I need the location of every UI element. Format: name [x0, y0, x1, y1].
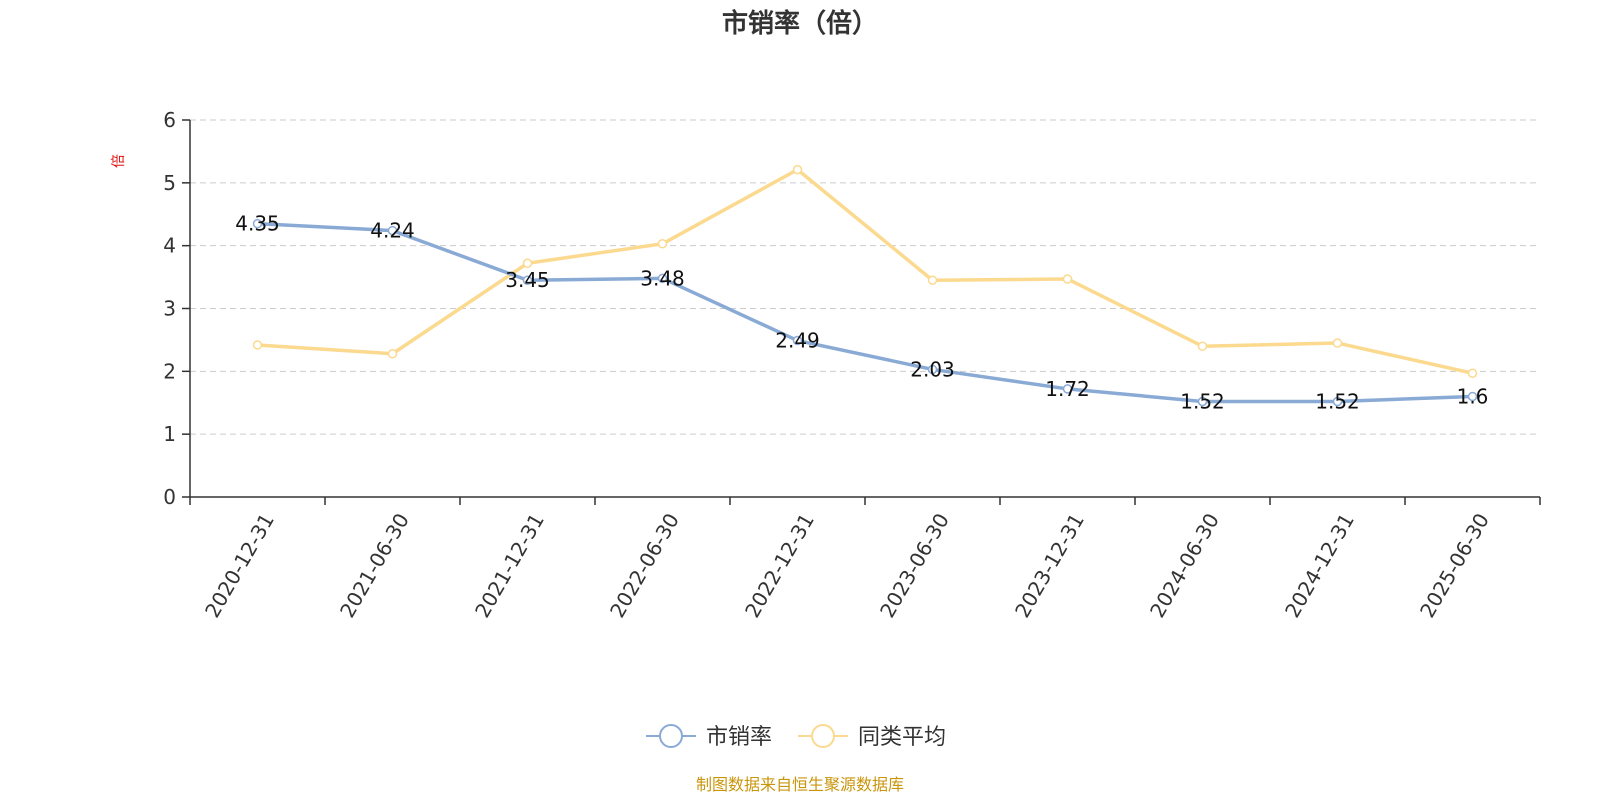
data-point [387, 225, 398, 236]
y-tick-label: 6 [163, 108, 176, 132]
chart-title: 市销率（倍） [722, 8, 878, 39]
legend-item[interactable]: 同类平均 [798, 724, 946, 750]
x-tick-label: 2021-06-30 [335, 509, 414, 622]
data-point [657, 273, 668, 284]
data-point [657, 239, 668, 249]
legend-item[interactable]: 市销率 [646, 724, 772, 750]
data-point [927, 275, 938, 285]
data-label: 1.52 [1180, 389, 1225, 413]
legend-label: 同类平均 [858, 725, 946, 750]
data-point [792, 335, 803, 346]
y-tick-label: 5 [163, 171, 176, 195]
data-point [522, 275, 533, 285]
data-label: 2.49 [775, 329, 820, 353]
x-tick-label: 2023-12-31 [1010, 509, 1089, 622]
data-point [1332, 338, 1343, 348]
x-tick-label: 2025-06-30 [1415, 509, 1494, 622]
data-point [927, 364, 938, 375]
data-point [522, 258, 533, 269]
legend-label: 市销率 [706, 725, 772, 750]
source-note: 制图数据来自恒生聚源数据库 [696, 775, 904, 794]
x-tick-label: 2023-06-30 [875, 509, 954, 622]
data-label: 1.52 [1315, 389, 1360, 413]
y-axis-unit: 倍 [111, 154, 127, 168]
data-label: 1.72 [1045, 377, 1090, 401]
data-label: 3.48 [640, 266, 685, 290]
x-tick-label: 2024-06-30 [1145, 509, 1224, 622]
legend-marker [659, 724, 683, 748]
data-label: 2.03 [910, 357, 955, 381]
legend-marker [811, 724, 835, 748]
data-point [1197, 341, 1208, 351]
data-point [1062, 384, 1073, 394]
data-label: 1.6 [1457, 384, 1489, 408]
x-tick-label: 2020-12-31 [200, 509, 279, 622]
data-point [1197, 396, 1208, 407]
y-tick-label: 3 [163, 297, 176, 321]
data-point [1332, 396, 1343, 407]
data-labels: 4.35 4.24 3.45 3.48 2.49 2.03 1.72 1.52 1.52 1.6 [235, 212, 1488, 414]
series-line [257, 221, 1473, 404]
x-tick-label: 2021-12-31 [470, 509, 549, 622]
data-point [792, 164, 803, 175]
grid-lines [190, 119, 1540, 435]
data-point [387, 348, 398, 359]
data-point [1062, 274, 1073, 284]
data-point [1467, 368, 1478, 378]
x-tick-label: 2024-12-31 [1280, 509, 1359, 622]
y-tick-label: 4 [163, 234, 176, 258]
x-tick-label: 2022-12-31 [740, 509, 819, 622]
y-tick-label: 0 [163, 485, 176, 509]
legend[interactable]: 市销率 同类平均 [646, 724, 946, 750]
data-label: 3.45 [505, 268, 550, 292]
series-line [257, 167, 1473, 375]
series-lines [252, 164, 1478, 407]
y-tick-label: 1 [163, 422, 176, 446]
data-point [252, 340, 263, 350]
data-label: 4.24 [370, 219, 415, 243]
data-point [252, 218, 263, 229]
data-label: 4.35 [235, 212, 280, 236]
data-point [1467, 391, 1478, 402]
y-tick-label: 2 [163, 359, 176, 383]
x-tick-label: 2022-06-30 [605, 509, 684, 622]
axes: 0 1 2 3 4 5 6 2020-12-31 2021-06-30 2021-12-31 202… [163, 108, 1541, 622]
